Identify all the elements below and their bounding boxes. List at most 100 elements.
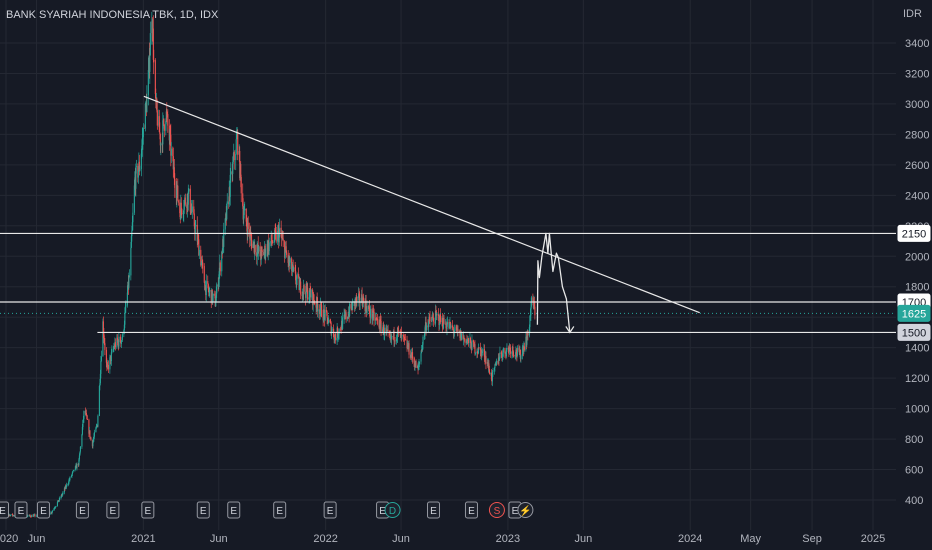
event-marker[interactable]: E bbox=[0, 501, 10, 519]
candle bbox=[321, 302, 323, 318]
candle-body bbox=[194, 226, 196, 234]
candle-body bbox=[74, 469, 76, 471]
candle-body bbox=[280, 227, 282, 237]
event-marker[interactable]: E bbox=[227, 501, 241, 519]
candle-body bbox=[218, 271, 220, 280]
candle bbox=[58, 496, 60, 502]
event-marker[interactable]: E bbox=[36, 501, 50, 519]
candle bbox=[529, 315, 531, 333]
event-marker[interactable]: E bbox=[196, 501, 210, 519]
candle bbox=[98, 385, 100, 417]
event-marker[interactable]: S bbox=[488, 502, 505, 518]
candle-body bbox=[177, 200, 179, 203]
candle-body bbox=[512, 346, 514, 352]
event-marker[interactable]: E bbox=[273, 501, 287, 519]
candle bbox=[209, 287, 211, 298]
candle-body bbox=[422, 336, 424, 345]
event-markers[interactable]: E E E E E E E E E E E D E E S E ⚡ bbox=[0, 501, 534, 519]
event-marker[interactable]: E bbox=[75, 501, 89, 519]
candle bbox=[302, 288, 304, 302]
candle-body bbox=[114, 342, 116, 348]
candle bbox=[413, 357, 416, 371]
event-marker[interactable]: E bbox=[323, 501, 337, 519]
candle-body bbox=[201, 260, 203, 263]
candle-body bbox=[170, 134, 172, 156]
candle-body bbox=[379, 319, 381, 329]
time-axis[interactable]: 2020 Jun 2021 Jun 2022 Jun 2023 Jun 2024 May Sep 20… bbox=[0, 533, 885, 545]
candle-body bbox=[271, 241, 273, 243]
candle bbox=[476, 350, 479, 358]
candle-body bbox=[89, 430, 91, 438]
candle-body bbox=[211, 289, 213, 302]
candle bbox=[394, 336, 396, 345]
candle-body bbox=[356, 296, 358, 302]
candle bbox=[252, 239, 254, 249]
candle-body bbox=[306, 283, 308, 291]
drawings-layer[interactable] bbox=[143, 95, 700, 334]
candle bbox=[471, 334, 473, 351]
candle bbox=[481, 348, 484, 356]
level-badge-2150-box bbox=[897, 224, 931, 242]
candle-body bbox=[500, 352, 502, 355]
candle-body bbox=[518, 347, 520, 351]
candle-body bbox=[116, 337, 118, 348]
event-label: E bbox=[79, 506, 86, 517]
candle bbox=[428, 313, 430, 325]
candle-body bbox=[202, 262, 204, 267]
candle-body bbox=[71, 472, 73, 475]
candle-body bbox=[242, 206, 244, 220]
candle-body bbox=[81, 434, 83, 447]
candle-body bbox=[275, 231, 277, 242]
event-marker[interactable]: E bbox=[141, 501, 155, 519]
candle bbox=[174, 173, 176, 198]
candle-body bbox=[435, 310, 437, 313]
candle-body bbox=[214, 295, 216, 307]
candle bbox=[177, 199, 179, 206]
event-marker[interactable]: E bbox=[427, 501, 441, 519]
event-icon bbox=[227, 501, 241, 519]
candle-body bbox=[432, 318, 435, 322]
horizontal-levels[interactable] bbox=[0, 232, 896, 334]
candle-body bbox=[359, 302, 361, 304]
candle-body bbox=[342, 317, 344, 329]
candle-body bbox=[448, 323, 451, 329]
candle-body bbox=[111, 350, 113, 353]
candle bbox=[249, 226, 251, 246]
candle-body bbox=[67, 483, 69, 485]
event-marker[interactable]: E bbox=[106, 501, 120, 519]
candle-body bbox=[438, 315, 440, 326]
event-label: E bbox=[200, 506, 207, 517]
candle bbox=[509, 344, 511, 358]
candle-body bbox=[235, 139, 237, 154]
candle-body bbox=[167, 114, 169, 126]
candle-body bbox=[470, 342, 472, 350]
candle bbox=[155, 88, 157, 109]
event-marker[interactable]: ⚡ bbox=[517, 502, 534, 518]
candle bbox=[86, 415, 88, 420]
candle bbox=[170, 142, 172, 164]
candle bbox=[365, 294, 367, 312]
candle bbox=[357, 296, 359, 307]
candle bbox=[466, 338, 469, 345]
candle-body bbox=[375, 318, 377, 321]
candle-body bbox=[530, 306, 532, 316]
candle-body bbox=[124, 306, 126, 313]
event-label: E bbox=[110, 506, 117, 517]
time-tick-label: Jun bbox=[574, 533, 592, 545]
candle-body bbox=[273, 240, 275, 243]
candle bbox=[506, 343, 508, 352]
candle-body bbox=[466, 339, 469, 342]
candle-body bbox=[212, 295, 214, 302]
event-marker[interactable]: E bbox=[14, 501, 28, 519]
candle-body bbox=[418, 361, 421, 364]
candle-body bbox=[460, 333, 463, 341]
candle-body bbox=[215, 301, 217, 307]
event-marker[interactable]: E bbox=[464, 501, 478, 519]
event-marker[interactable]: D bbox=[384, 502, 401, 518]
candle bbox=[310, 288, 312, 300]
candle bbox=[372, 307, 374, 321]
candle bbox=[128, 269, 130, 279]
candle-body bbox=[509, 346, 511, 348]
